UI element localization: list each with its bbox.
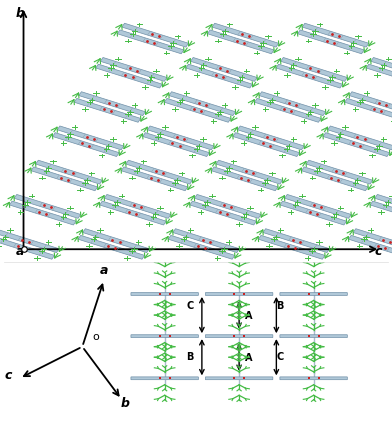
Polygon shape	[83, 229, 149, 253]
Polygon shape	[281, 58, 347, 82]
FancyBboxPatch shape	[205, 377, 273, 380]
Polygon shape	[298, 31, 364, 55]
Polygon shape	[126, 161, 192, 185]
Polygon shape	[258, 236, 325, 260]
Polygon shape	[36, 161, 102, 185]
Polygon shape	[104, 195, 171, 219]
Polygon shape	[302, 24, 369, 48]
FancyBboxPatch shape	[131, 335, 198, 338]
Polygon shape	[169, 92, 236, 117]
Polygon shape	[370, 201, 392, 226]
Polygon shape	[276, 65, 343, 89]
Polygon shape	[348, 236, 392, 260]
Polygon shape	[194, 195, 261, 219]
Polygon shape	[280, 201, 347, 226]
Polygon shape	[96, 65, 162, 89]
Polygon shape	[375, 195, 392, 219]
Polygon shape	[57, 127, 124, 151]
Text: b: b	[121, 396, 130, 410]
Polygon shape	[79, 92, 145, 117]
Text: C: C	[187, 300, 194, 311]
Text: c: c	[4, 368, 11, 381]
Polygon shape	[186, 65, 252, 89]
Text: C: C	[277, 351, 284, 361]
FancyBboxPatch shape	[205, 335, 273, 338]
Polygon shape	[323, 133, 390, 157]
Polygon shape	[285, 195, 351, 219]
Polygon shape	[191, 58, 257, 82]
Polygon shape	[263, 229, 330, 253]
Text: b: b	[16, 7, 25, 20]
Polygon shape	[0, 229, 59, 253]
Polygon shape	[190, 201, 256, 226]
Text: a: a	[100, 263, 108, 276]
Polygon shape	[9, 201, 76, 226]
Polygon shape	[143, 133, 209, 157]
Text: A: A	[245, 311, 252, 320]
Polygon shape	[121, 167, 188, 191]
Polygon shape	[211, 167, 278, 191]
Polygon shape	[14, 195, 81, 219]
Polygon shape	[168, 236, 235, 260]
Polygon shape	[238, 127, 304, 151]
Polygon shape	[78, 236, 145, 260]
Polygon shape	[212, 24, 279, 48]
Polygon shape	[366, 65, 392, 89]
Polygon shape	[306, 161, 373, 185]
Text: o: o	[92, 332, 99, 342]
Polygon shape	[31, 167, 98, 191]
Text: B: B	[187, 351, 194, 361]
FancyBboxPatch shape	[205, 293, 273, 296]
Text: B: B	[277, 300, 284, 311]
Text: c: c	[375, 244, 382, 258]
Polygon shape	[233, 133, 299, 157]
Text: A: A	[245, 353, 252, 362]
FancyBboxPatch shape	[131, 293, 198, 296]
FancyBboxPatch shape	[280, 293, 347, 296]
Polygon shape	[100, 58, 167, 82]
Polygon shape	[216, 161, 283, 185]
FancyBboxPatch shape	[280, 377, 347, 380]
Polygon shape	[122, 24, 189, 48]
Polygon shape	[173, 229, 240, 253]
Polygon shape	[164, 99, 231, 123]
Polygon shape	[353, 229, 392, 253]
FancyBboxPatch shape	[280, 335, 347, 338]
Polygon shape	[301, 167, 368, 191]
Polygon shape	[207, 31, 274, 55]
Polygon shape	[147, 127, 214, 151]
Polygon shape	[254, 99, 321, 123]
Polygon shape	[345, 99, 392, 123]
Polygon shape	[328, 127, 392, 151]
Polygon shape	[100, 201, 166, 226]
Polygon shape	[259, 92, 326, 117]
FancyBboxPatch shape	[131, 377, 198, 380]
Polygon shape	[74, 99, 141, 123]
Polygon shape	[371, 58, 392, 82]
Polygon shape	[53, 133, 119, 157]
Polygon shape	[117, 31, 184, 55]
Text: a: a	[16, 244, 24, 258]
Polygon shape	[0, 236, 54, 260]
Polygon shape	[349, 92, 392, 117]
